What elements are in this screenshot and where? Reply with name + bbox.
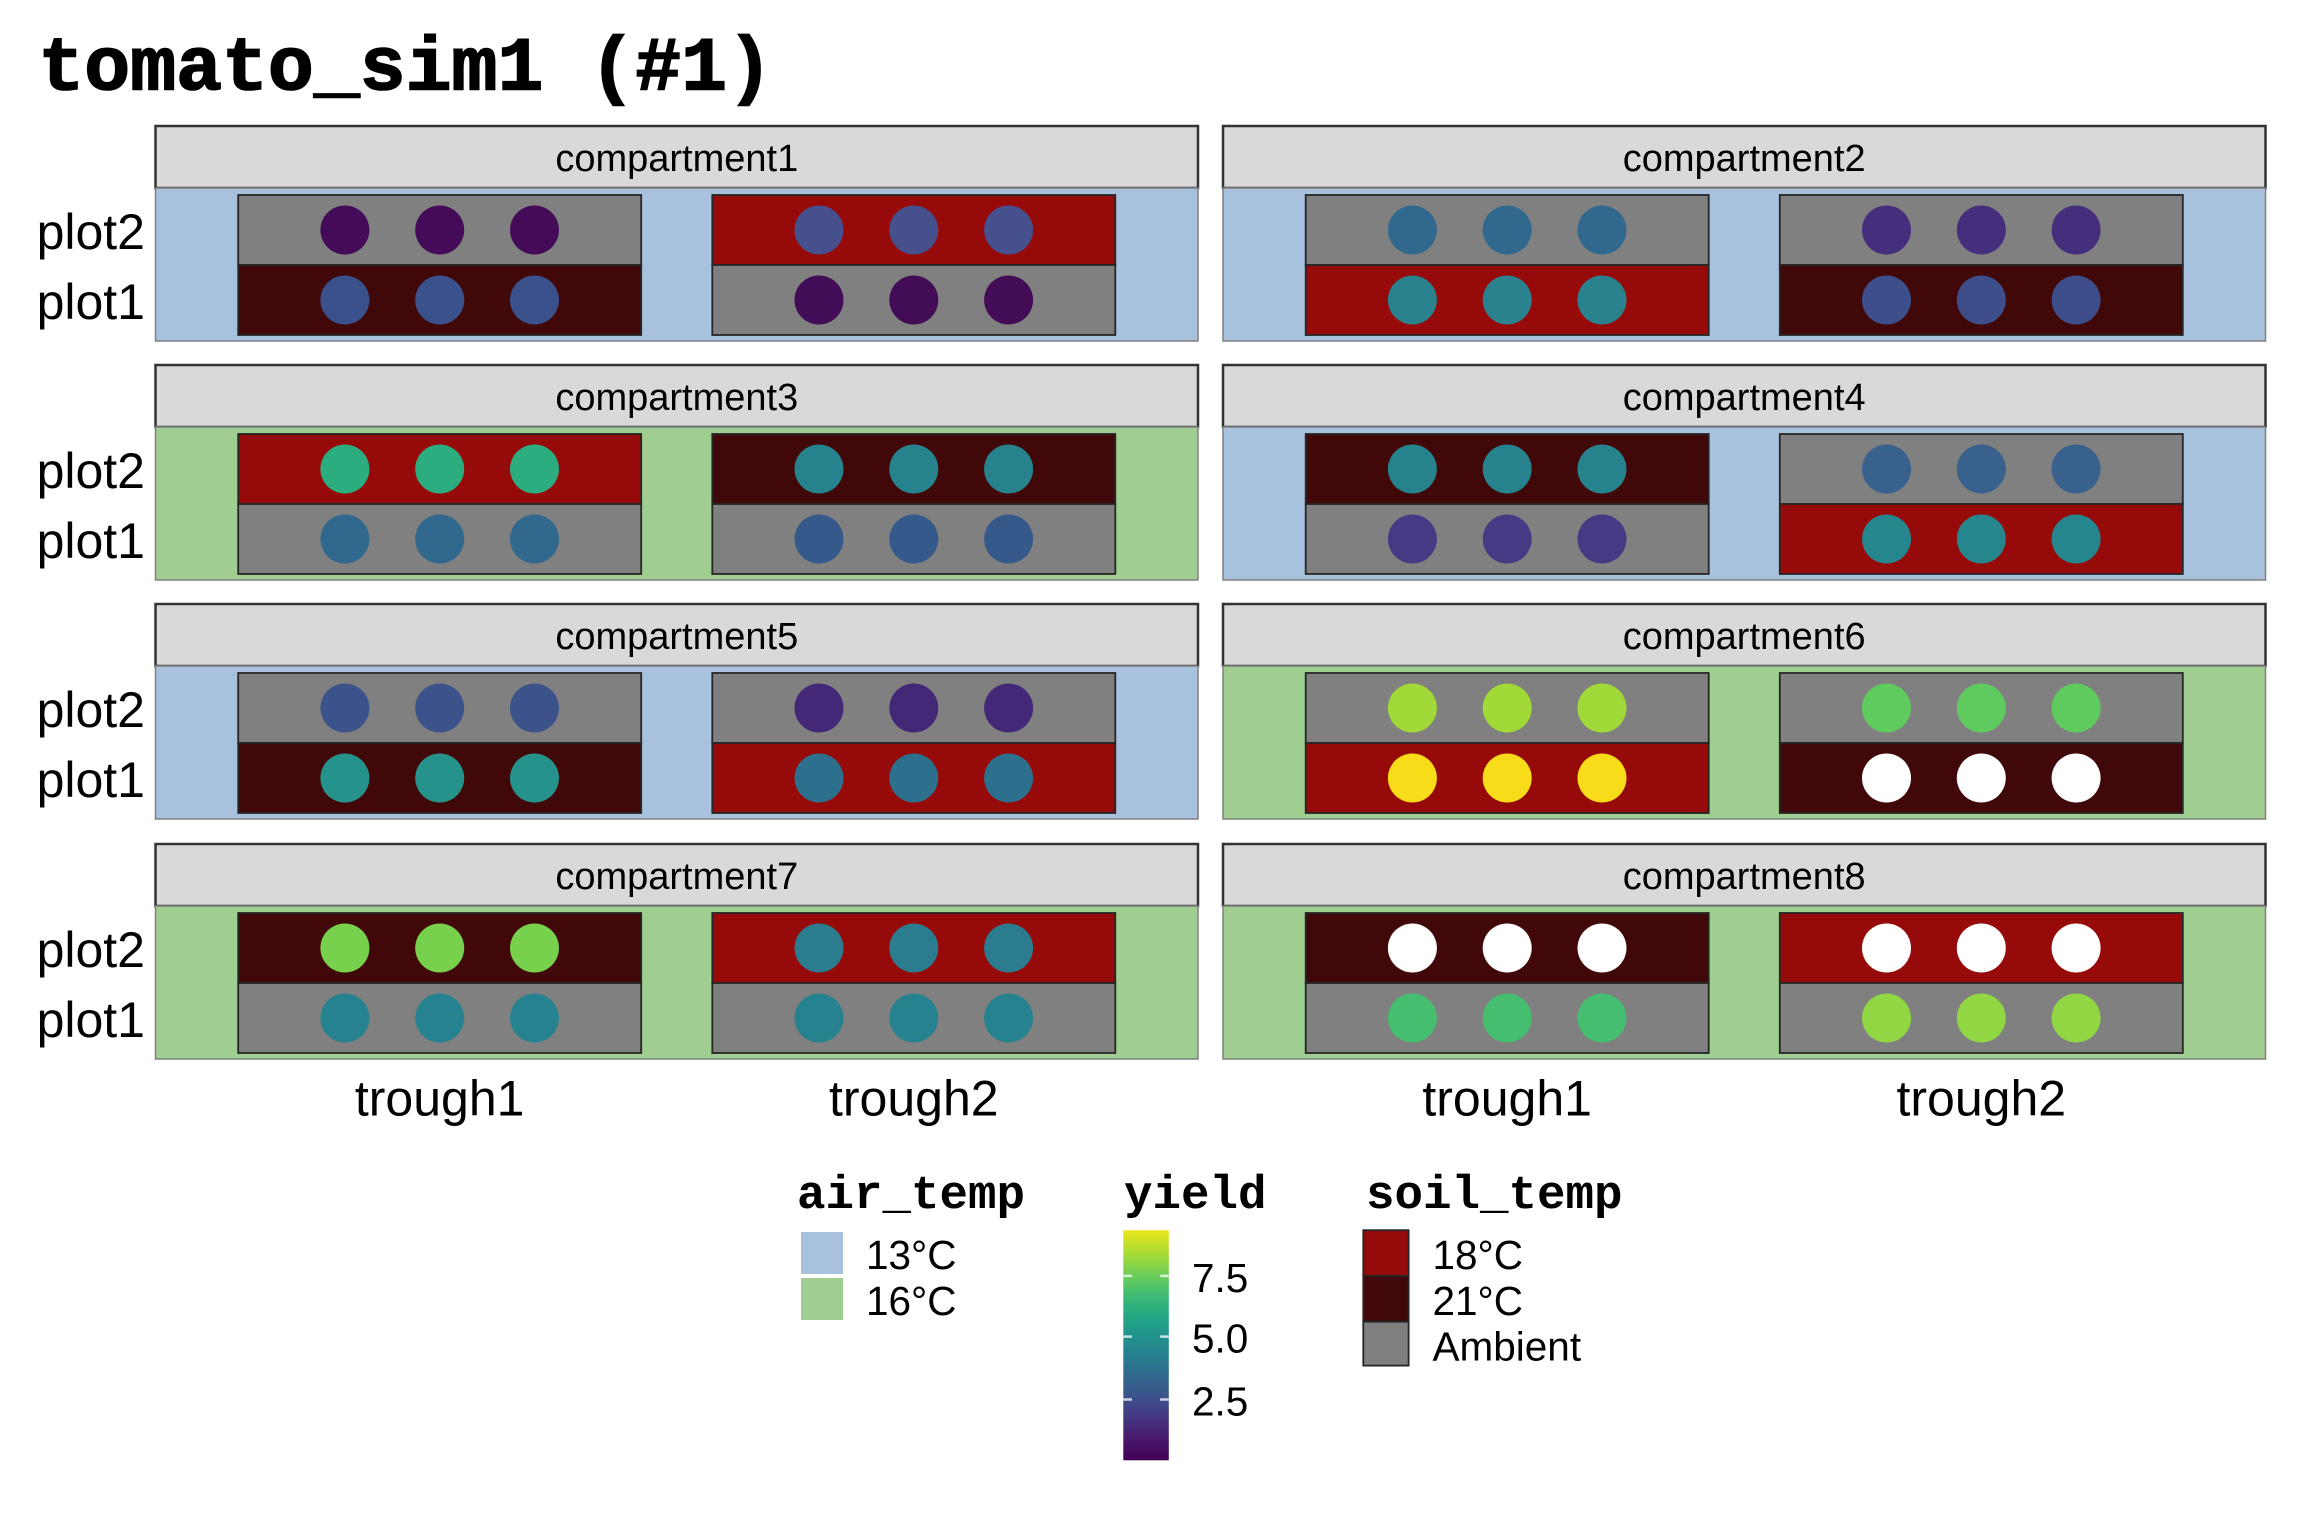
svg-text:compartment5: compartment5 [555, 616, 798, 658]
svg-text:tomato_sim1 (#1): tomato_sim1 (#1) [38, 26, 773, 113]
svg-text:2.5: 2.5 [1192, 1379, 1248, 1425]
svg-text:trough2: trough2 [1897, 1071, 2067, 1127]
svg-text:Ambient: Ambient [1433, 1324, 1582, 1370]
svg-text:21°C: 21°C [1433, 1278, 1524, 1324]
svg-text:plot2: plot2 [37, 204, 145, 260]
svg-text:plot1: plot1 [37, 752, 145, 808]
svg-text:plot2: plot2 [37, 443, 145, 499]
svg-text:5.0: 5.0 [1192, 1316, 1248, 1362]
svg-text:trough1: trough1 [1422, 1071, 1592, 1127]
svg-text:compartment8: compartment8 [1623, 856, 1866, 898]
svg-text:plot1: plot1 [37, 513, 145, 569]
svg-text:compartment3: compartment3 [555, 377, 798, 419]
svg-text:plot2: plot2 [37, 682, 145, 738]
svg-text:16°C: 16°C [866, 1278, 957, 1324]
svg-text:compartment7: compartment7 [555, 856, 798, 898]
svg-text:compartment1: compartment1 [555, 138, 798, 180]
svg-text:soil_temp: soil_temp [1366, 1169, 1623, 1223]
svg-text:trough2: trough2 [829, 1071, 999, 1127]
svg-text:trough1: trough1 [355, 1071, 525, 1127]
svg-text:18°C: 18°C [1433, 1232, 1524, 1278]
svg-text:yield: yield [1124, 1169, 1267, 1223]
svg-text:compartment2: compartment2 [1623, 138, 1866, 180]
svg-text:13°C: 13°C [866, 1232, 957, 1278]
svg-text:plot2: plot2 [37, 922, 145, 978]
svg-text:7.5: 7.5 [1192, 1255, 1248, 1301]
svg-text:air_temp: air_temp [797, 1169, 1025, 1223]
svg-text:compartment6: compartment6 [1623, 616, 1866, 658]
svg-text:plot1: plot1 [37, 992, 145, 1048]
svg-text:plot1: plot1 [37, 274, 145, 330]
svg-text:compartment4: compartment4 [1623, 377, 1866, 419]
